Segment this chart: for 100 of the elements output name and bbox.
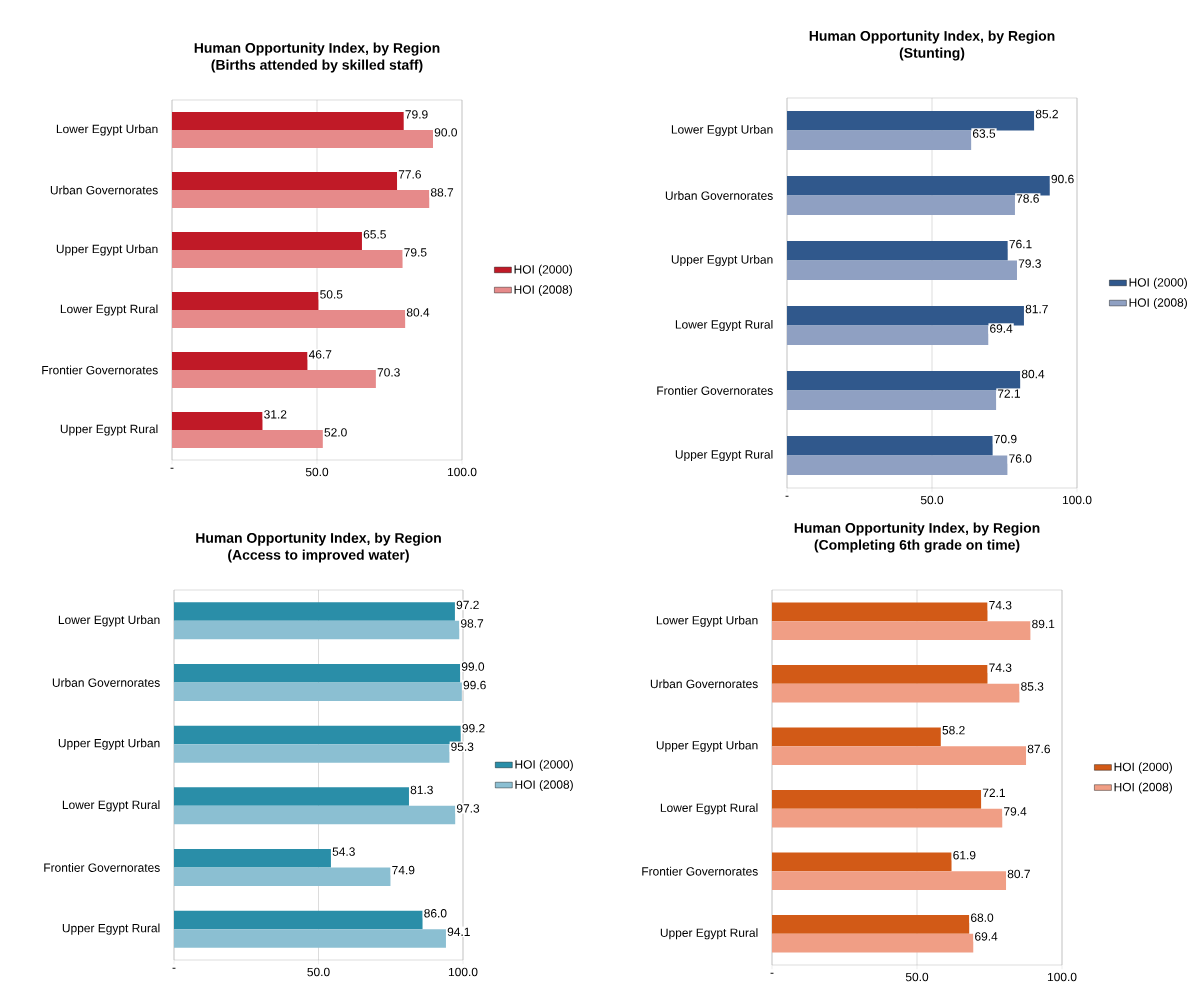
- bar: [174, 910, 423, 930]
- legend-label: HOI (2000): [1129, 277, 1187, 289]
- data-label: 74.9: [392, 865, 415, 875]
- y-tick-label: Frontier Governorates: [44, 863, 160, 872]
- data-label: 85.3: [1021, 682, 1044, 691]
- x-tick-label: 100.0: [1047, 972, 1077, 982]
- bar: [172, 250, 403, 268]
- data-label: 68.0: [971, 913, 994, 922]
- legend-label: HOI (2008): [1114, 782, 1172, 794]
- bar: [174, 682, 462, 701]
- data-label: 74.3: [989, 600, 1012, 610]
- data-label: 76.1: [1009, 239, 1032, 249]
- data-label: 63.5: [972, 129, 996, 138]
- bar: [174, 867, 391, 886]
- data-label: 72.1: [982, 788, 1005, 797]
- data-label: 98.7: [461, 619, 484, 628]
- data-label: 79.5: [404, 248, 427, 257]
- bar: [787, 436, 993, 456]
- data-label: 86.0: [424, 909, 447, 918]
- y-tick-label: Urban Governorates: [52, 678, 160, 687]
- x-tick-label: -: [770, 972, 774, 974]
- x-tick-label: 100.0: [447, 467, 477, 477]
- bar: [174, 620, 460, 640]
- bar: [787, 260, 1017, 280]
- y-tick-label: Upper Egypt Urban: [58, 738, 160, 750]
- data-label: 94.1: [447, 927, 470, 936]
- x-tick-label: 50.0: [307, 967, 330, 977]
- bar: [787, 130, 972, 150]
- data-label: 99.0: [461, 662, 485, 671]
- y-tick-label: Frontier Governorates: [42, 365, 158, 375]
- y-tick-label: Lower Egypt Urban: [656, 615, 758, 627]
- bar: [174, 664, 461, 683]
- y-tick-label: Urban Governorates: [650, 679, 758, 689]
- bar: [787, 241, 1008, 261]
- data-label: 97.2: [456, 600, 479, 610]
- legend-label: HOI (2008): [514, 284, 572, 297]
- data-label: 99.6: [463, 680, 486, 690]
- data-label: 95.3: [451, 742, 474, 751]
- bar: [772, 602, 988, 622]
- data-label: 50.5: [320, 290, 343, 299]
- chart-title: Human Opportunity Index, by Region: [194, 42, 440, 56]
- bar: [172, 370, 376, 388]
- bar: [172, 310, 406, 328]
- chart-title: Human Opportunity Index, by Region: [809, 30, 1055, 44]
- data-label: 81.3: [410, 785, 433, 795]
- x-tick-label: 50.0: [920, 495, 944, 505]
- data-label: 80.4: [406, 308, 430, 317]
- data-label: 52.0: [324, 428, 347, 437]
- bar: [772, 746, 1027, 765]
- bar: [787, 195, 1015, 215]
- bar: [787, 306, 1024, 326]
- data-label: 74.3: [989, 663, 1012, 672]
- bar: [772, 933, 974, 953]
- bar: [772, 790, 982, 809]
- bar: [174, 602, 455, 621]
- bar: [787, 390, 997, 410]
- y-tick-label: Lower Egypt Rural: [60, 304, 158, 316]
- data-label: 80.7: [1007, 869, 1030, 879]
- data-label: 80.4: [1021, 369, 1045, 379]
- bar: [787, 455, 1008, 475]
- y-tick-label: Lower Egypt Rural: [660, 803, 758, 815]
- data-label: 88.7: [430, 188, 454, 197]
- bar: [174, 929, 446, 948]
- bar: [172, 172, 398, 190]
- y-tick-label: Upper Egypt Urban: [656, 740, 758, 752]
- y-tick-label: Lower Egypt Urban: [58, 615, 160, 627]
- data-label: 70.9: [994, 434, 1017, 444]
- bar: [772, 915, 970, 934]
- y-tick-label: Upper Egypt Rural: [660, 928, 758, 940]
- bar: [787, 371, 1021, 391]
- data-label: 99.2: [462, 724, 485, 733]
- data-label: 46.7: [308, 350, 332, 359]
- x-tick-label: 100.0: [1062, 495, 1092, 505]
- data-label: 65.5: [363, 230, 386, 239]
- y-tick-label: Urban Governorates: [50, 185, 158, 195]
- y-tick-label: Lower Egypt Rural: [675, 319, 773, 332]
- x-tick-label: 50.0: [905, 972, 929, 982]
- data-label: 87.6: [1027, 744, 1050, 754]
- bar: [174, 805, 456, 825]
- x-tick-label: -: [170, 467, 174, 469]
- bar: [772, 808, 1003, 828]
- bar: [174, 849, 331, 868]
- y-tick-label: Frontier Governorates: [657, 386, 773, 395]
- chart-subtitle: (Stunting): [899, 47, 965, 61]
- data-label: 61.9: [953, 850, 976, 860]
- bar: [174, 744, 450, 763]
- data-label: 70.3: [377, 368, 400, 377]
- x-tick-label: -: [785, 495, 789, 497]
- chart-title: Human Opportunity Index, by Region: [196, 532, 441, 546]
- y-tick-label: Frontier Governorates: [642, 866, 758, 876]
- bar: [172, 412, 263, 430]
- y-tick-label: Upper Egypt Rural: [675, 449, 773, 462]
- data-label: 89.1: [1032, 619, 1055, 629]
- data-label: 90.6: [1051, 174, 1074, 184]
- y-tick-label: Lower Egypt Urban: [56, 124, 158, 136]
- data-label: 31.2: [264, 410, 287, 419]
- y-tick-label: Upper Egypt Urban: [671, 254, 773, 267]
- bar: [172, 130, 433, 148]
- data-label: 79.4: [1004, 807, 1027, 816]
- x-tick-label: 50.0: [305, 467, 329, 477]
